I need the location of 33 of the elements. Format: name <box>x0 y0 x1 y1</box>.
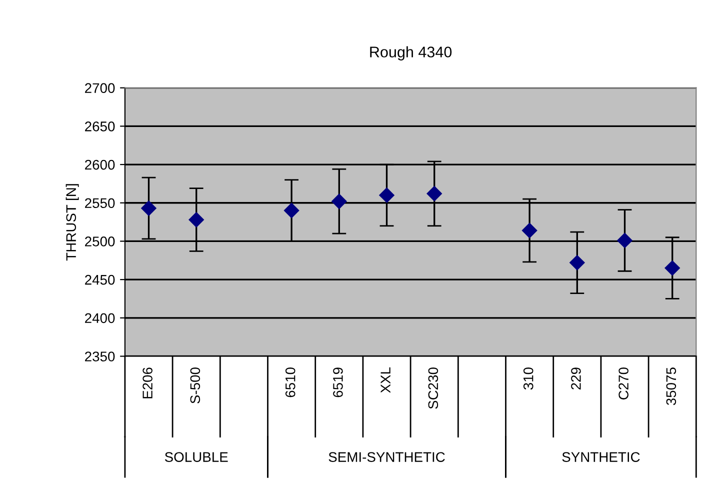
text: SYNTHETIC <box>562 452 640 462</box>
y-axis-title: THRUST [N] <box>66 184 79 261</box>
point <box>379 188 394 203</box>
point <box>617 232 632 248</box>
point <box>141 200 156 216</box>
point <box>570 255 585 270</box>
x-tick-label: XXL <box>380 367 390 393</box>
point <box>332 194 347 209</box>
x-tick-label: SC230 <box>428 368 438 409</box>
text: SEMI-SYNTHETIC <box>328 452 445 462</box>
point <box>522 222 538 238</box>
y-tick-label: 2500 <box>85 236 115 246</box>
text: SOLUBLE <box>164 452 228 462</box>
y-tick-label: 2700 <box>85 83 115 94</box>
x-tick-label: 6519 <box>333 368 343 398</box>
chart-title: Rough 4340 <box>370 46 452 60</box>
x-tick-label: 6510 <box>285 368 296 398</box>
y-tick-label: 2650 <box>85 122 115 132</box>
x-tick-label: 310 <box>523 368 534 390</box>
y-tick-label: 2350 <box>85 352 115 362</box>
x-tick-label: C270 <box>618 368 628 400</box>
point <box>664 260 680 276</box>
point <box>426 186 442 202</box>
y-tick-label: 2550 <box>85 198 115 208</box>
y-tick-label: 2400 <box>85 313 115 324</box>
point <box>284 202 300 218</box>
point <box>188 212 204 228</box>
y-tick-label: 2450 <box>85 274 115 285</box>
x-tick-label: E206 <box>142 368 152 398</box>
x-tick-label: S-500 <box>190 368 200 404</box>
y-tick-label: 2600 <box>85 160 115 170</box>
x-tick-label: 229 <box>571 368 581 390</box>
x-tick-label: 35075 <box>666 368 676 406</box>
